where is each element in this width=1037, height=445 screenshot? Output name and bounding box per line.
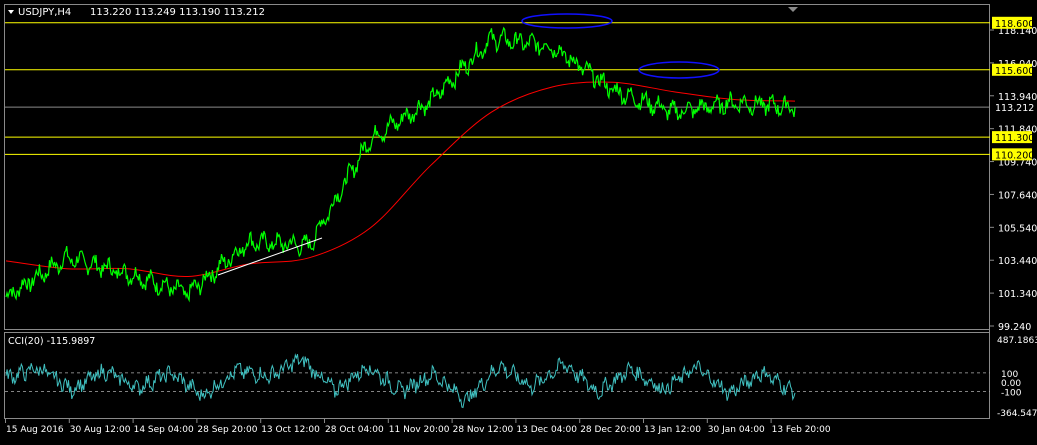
cci-line xyxy=(5,353,796,409)
chart-menu-triangle-icon[interactable] xyxy=(8,10,14,14)
drawing-objects-group xyxy=(217,13,720,276)
time-axis-group: 15 Aug 2016 30 Aug 12:00 14 Sep 04:00 28 Se… xyxy=(5,419,831,435)
price-series-line xyxy=(5,26,796,303)
time-tick-label: 30 Aug 12:00 xyxy=(70,425,131,435)
moving-average-line xyxy=(5,81,796,278)
cci-axis-label: 0.00 xyxy=(1001,379,1021,389)
time-tick-label: 28 Nov 12:00 xyxy=(453,425,514,435)
cci-axis-label: 487.1863 xyxy=(997,336,1037,346)
level-label: 115.600 xyxy=(995,66,1034,77)
time-tick-label: 28 Sep 20:00 xyxy=(197,425,257,435)
top-ellipse-object[interactable] xyxy=(521,13,613,29)
cci-axis-label: -364.5479 xyxy=(997,409,1037,419)
current-price-label: 113.212 xyxy=(995,103,1034,114)
price-tick-label: 107.640 xyxy=(998,190,1037,201)
price-tick-label: 101.340 xyxy=(998,289,1037,300)
symbol-timeframe-label: USDJPY,H4 xyxy=(18,7,71,18)
price-tick-label: 109.740 xyxy=(998,158,1037,169)
time-tick-label: 15 Aug 2016 xyxy=(6,425,64,435)
time-tick-label: 28 Oct 04:00 xyxy=(325,425,384,435)
time-tick-label: 11 Nov 20:00 xyxy=(389,425,450,435)
ohlc-values-label: 113.220 113.249 113.190 113.212 xyxy=(90,7,265,18)
current-price-box xyxy=(991,100,1033,114)
horizontal-levels-group xyxy=(5,22,990,155)
cci-label: CCI(20) -115.9897 xyxy=(8,336,95,347)
price-tick-label: 103.440 xyxy=(998,256,1037,267)
level-label: 118.600 xyxy=(995,19,1034,30)
level-label-box xyxy=(992,131,1032,144)
price-tick-label: 105.540 xyxy=(998,223,1037,234)
level-label-box xyxy=(992,16,1032,29)
trendline-object[interactable] xyxy=(217,237,323,276)
time-tick-label: 13 Dec 04:00 xyxy=(516,425,577,435)
time-tick-label: 28 Dec 20:00 xyxy=(580,425,641,435)
price-tick-label: 111.840 xyxy=(998,125,1037,136)
time-tick-label: 14 Sep 04:00 xyxy=(134,425,194,435)
level-label-box xyxy=(992,63,1032,76)
level-label-box xyxy=(992,148,1032,161)
price-tick-label: 113.940 xyxy=(998,92,1037,103)
time-tick-label: 13 Jan 12:00 xyxy=(644,425,701,435)
level-label: 110.200 xyxy=(995,150,1034,161)
cci-axis-label: -100 xyxy=(1001,388,1022,398)
price-tick-label: 118.140 xyxy=(998,26,1037,37)
chart-shift-marker-icon[interactable] xyxy=(788,7,798,12)
price-tick-label: 99.240 xyxy=(998,322,1031,333)
price-line-group xyxy=(5,26,796,303)
time-tick-label: 13 Feb 20:00 xyxy=(772,425,831,435)
time-tick-label: 30 Jan 04:00 xyxy=(708,425,765,435)
cci-axis-label: 100 xyxy=(1001,370,1018,380)
level-label: 111.300 xyxy=(995,133,1034,144)
time-tick-label: 13 Oct 12:00 xyxy=(261,425,320,435)
moving-average-group xyxy=(5,81,796,278)
price-axis-group: 118.140116.040113.940111.840109.740107.6… xyxy=(990,16,1037,333)
second-top-ellipse-object[interactable] xyxy=(638,61,720,79)
